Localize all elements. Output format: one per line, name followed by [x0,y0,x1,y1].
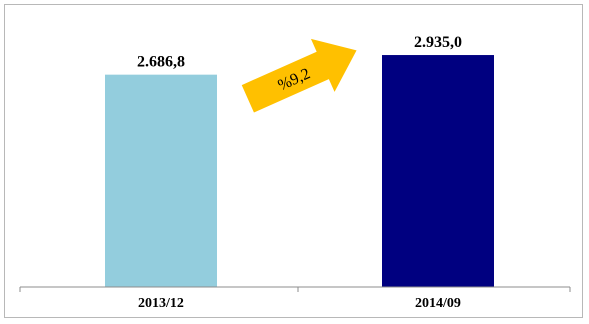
x-tick-label: 2013/12 [138,296,184,311]
bar-2014-09 [382,55,494,288]
bars-group [105,55,494,288]
bar-2013-12 [105,74,217,287]
value-label: 2.935,0 [414,34,462,51]
x-axis-labels-group: 2013/12 2014/09 [138,296,461,311]
x-tick-label: 2014/09 [415,296,461,311]
growth-arrow-shape [241,38,357,113]
growth-arrow-annotation: %9,2 [241,38,357,113]
value-labels-group: 2.686,8 2.935,0 [137,34,462,71]
value-label: 2.686,8 [137,54,185,71]
x-axis-ticks [19,287,571,292]
